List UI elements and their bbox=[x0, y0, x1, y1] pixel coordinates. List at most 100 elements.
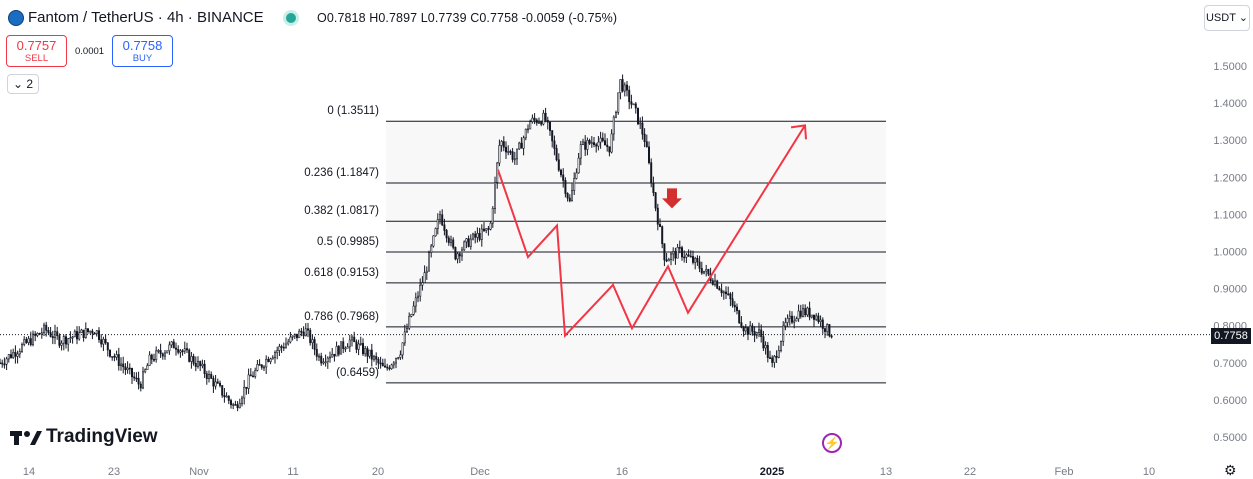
candle-body bbox=[366, 348, 369, 357]
indicator-collapse-button[interactable]: ⌄ 2 bbox=[7, 74, 39, 94]
candle-body bbox=[491, 208, 494, 224]
candle-body bbox=[87, 328, 90, 333]
candle-body bbox=[29, 338, 32, 345]
candle-body bbox=[16, 353, 19, 357]
candle-body bbox=[157, 350, 160, 352]
candle-body bbox=[133, 376, 136, 379]
candle-body bbox=[535, 119, 538, 124]
down-arrow-icon bbox=[662, 188, 682, 209]
candle-body bbox=[320, 355, 323, 364]
candle-body bbox=[291, 335, 294, 338]
candle-body bbox=[683, 256, 686, 259]
candle-body bbox=[350, 336, 353, 341]
candle-body bbox=[755, 332, 758, 336]
candle-body bbox=[533, 117, 536, 121]
lightning-icon[interactable]: ⚡ bbox=[822, 433, 842, 453]
candle-body bbox=[223, 394, 226, 397]
candle-body bbox=[84, 328, 87, 338]
candle-body bbox=[768, 357, 771, 359]
candle-body bbox=[10, 354, 13, 358]
time-tick: 20 bbox=[372, 466, 384, 478]
buy-button[interactable]: 0.7758 BUY bbox=[112, 35, 173, 67]
candle-body bbox=[614, 112, 617, 118]
candle-body bbox=[155, 350, 158, 360]
candle-body bbox=[216, 381, 219, 384]
candle-body bbox=[667, 259, 670, 262]
price-tick: 0.5000 bbox=[1213, 432, 1247, 444]
candle-body bbox=[383, 365, 386, 368]
candle-body bbox=[434, 228, 437, 237]
candle-body bbox=[194, 363, 197, 367]
candle-body bbox=[672, 251, 675, 255]
price-axis[interactable]: 1.5000 1.4000 1.3000 1.2000 1.1000 1.0000 0.90… bbox=[1213, 61, 1247, 444]
candle-body bbox=[14, 352, 17, 357]
fib-level-label: 0.5 (0.9985) bbox=[317, 236, 379, 248]
candle-body bbox=[779, 341, 782, 351]
sell-label: SELL bbox=[24, 53, 49, 64]
candle-body bbox=[654, 192, 657, 209]
price-tick: 1.0000 bbox=[1213, 247, 1247, 259]
candle-body bbox=[526, 128, 529, 131]
candle-body bbox=[628, 89, 631, 103]
candle-body bbox=[208, 373, 211, 379]
candle-body bbox=[273, 352, 276, 358]
time-tick: 2025 bbox=[760, 466, 784, 478]
candle-body bbox=[58, 335, 61, 346]
candle-body bbox=[643, 133, 646, 142]
candle-body bbox=[790, 315, 793, 323]
candle-body bbox=[511, 151, 514, 160]
candle-body bbox=[186, 348, 189, 351]
candle-body bbox=[381, 362, 384, 367]
candle-body bbox=[474, 233, 477, 238]
candle-body bbox=[153, 358, 156, 361]
candle-body bbox=[80, 329, 83, 333]
symbol-title[interactable]: Fantom / TetherUS · 4h · BINANCE bbox=[28, 9, 264, 26]
candle-body bbox=[197, 361, 200, 367]
candle-body bbox=[392, 362, 395, 366]
candle-body bbox=[23, 339, 26, 345]
fibonacci-retracement[interactable]: 0 (1.3511) 0.236 (1.1847) 0.382 (1.0817) 0.… bbox=[304, 105, 886, 384]
candle-body bbox=[742, 326, 745, 332]
down-marker bbox=[662, 188, 682, 209]
price-tick: 1.4000 bbox=[1213, 98, 1247, 110]
candle-body bbox=[801, 308, 804, 317]
fib-level-label: (0.6459) bbox=[336, 367, 379, 379]
settings-gear-icon[interactable]: ⚙ bbox=[1224, 462, 1237, 478]
candle-body bbox=[480, 228, 483, 240]
price-tick: 0.6000 bbox=[1213, 395, 1247, 407]
candle-body bbox=[342, 341, 345, 349]
candle-body bbox=[183, 348, 186, 352]
candle-body bbox=[597, 141, 600, 147]
candle-body bbox=[379, 362, 382, 365]
candle-body bbox=[498, 145, 501, 164]
candle-body bbox=[698, 261, 701, 269]
projection-path bbox=[497, 124, 806, 339]
sell-button[interactable]: 0.7757 SELL bbox=[6, 35, 67, 67]
candle-body bbox=[405, 327, 408, 333]
candle-body bbox=[551, 130, 554, 142]
candle-body bbox=[606, 144, 609, 147]
candle-body bbox=[236, 404, 239, 409]
candle-body bbox=[804, 308, 807, 316]
candle-body bbox=[746, 327, 749, 335]
candle-body bbox=[322, 361, 325, 364]
candle-body bbox=[62, 336, 65, 344]
candle-body bbox=[830, 335, 833, 338]
candle-body bbox=[674, 251, 677, 259]
candle-body bbox=[210, 373, 213, 379]
candle-body bbox=[592, 142, 595, 146]
candle-body bbox=[271, 357, 274, 360]
candle-body bbox=[267, 358, 270, 363]
candle-body bbox=[238, 403, 241, 409]
candle-body bbox=[445, 230, 448, 239]
candle-body bbox=[403, 331, 406, 344]
currency-selector[interactable]: USDT ⌄ bbox=[1204, 5, 1250, 31]
time-tick: Feb bbox=[1055, 466, 1074, 478]
candle-body bbox=[738, 310, 741, 323]
candle-body bbox=[766, 345, 769, 358]
candle-body bbox=[623, 84, 626, 92]
candle-body bbox=[7, 354, 10, 360]
time-axis[interactable]: 14 23 Nov 11 20 Dec 16 2025 13 22 Feb 10 bbox=[23, 466, 1155, 478]
candle-body bbox=[188, 349, 191, 362]
